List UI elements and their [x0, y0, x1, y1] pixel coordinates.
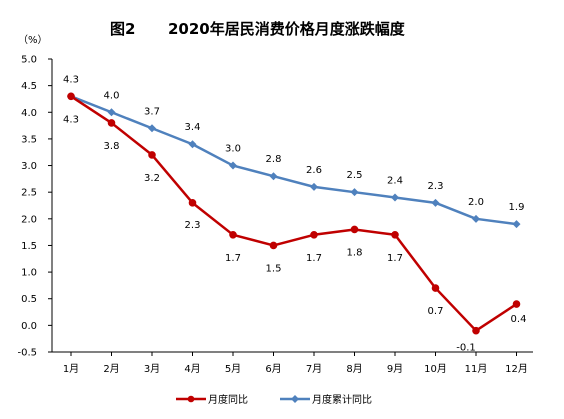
- data-point-monthly-yoy: [67, 92, 75, 101]
- data-label-cumulative-yoy: 2.3: [428, 181, 444, 192]
- data-label-cumulative-yoy: 2.8: [266, 154, 282, 165]
- data-label-monthly-yoy: 2.3: [185, 220, 201, 231]
- series-line-monthly-yoy: [70, 95, 518, 332]
- data-point-monthly-yoy: [391, 231, 399, 239]
- data-label-cumulative-yoy: 3.7: [144, 106, 160, 117]
- y-tick-label: 2.0: [21, 214, 37, 225]
- data-point-cumulative-yoy: [107, 108, 116, 117]
- data-point-cumulative-yoy: [269, 172, 278, 181]
- data-label-monthly-yoy: -0.1: [456, 343, 476, 354]
- x-tick-label: 7月: [306, 363, 322, 375]
- data-point-monthly-yoy: [107, 119, 116, 127]
- data-point-cumulative-yoy: [472, 214, 480, 223]
- data-point-monthly-yoy: [188, 199, 197, 207]
- x-tick-label: 4月: [184, 363, 200, 375]
- y-tick-label: 4.0: [21, 108, 37, 119]
- y-tick-label: 1.5: [21, 241, 37, 252]
- data-label-monthly-yoy: 1.8: [347, 247, 363, 258]
- data-point-cumulative-yoy: [148, 124, 156, 133]
- legend: 月度同比 月度累计同比: [176, 393, 372, 406]
- x-tick-label: 10月: [424, 363, 447, 375]
- data-point-monthly-yoy: [148, 151, 156, 159]
- data-labels: 4.3 3.8 3.2 2.3 1.7 1.5 1.7 1.8 1.7 0.7 -0.1 0.4 4.3…: [63, 74, 526, 353]
- x-tick-label: 3月: [144, 363, 160, 375]
- x-tick-label: 5月: [225, 363, 241, 375]
- data-label-cumulative-yoy: 3.4: [185, 122, 201, 133]
- x-tick-label: 2月: [103, 363, 119, 375]
- y-tick-label: 5.0: [21, 55, 37, 66]
- data-label-cumulative-yoy: 2.5: [347, 170, 363, 181]
- axes-group: 5.0 4.5 4.0 3.5 3.0 2.5 2.0 1.5 1.0 0.5 0.0 -0.5 1月 2…: [17, 55, 533, 375]
- data-label-cumulative-yoy: 2.6: [306, 165, 322, 176]
- data-label-monthly-yoy: 1.7: [225, 253, 241, 264]
- chart-title-prefix: 图2: [110, 20, 135, 38]
- data-label-monthly-yoy: 1.7: [387, 253, 403, 264]
- x-tick-label: 12月: [505, 363, 528, 375]
- data-point-cumulative-yoy: [188, 140, 197, 149]
- chart-title: 2020年居民消费价格月度涨跌幅度: [168, 20, 406, 38]
- x-tick-label: 6月: [265, 363, 281, 375]
- x-tick-label: 8月: [346, 363, 362, 375]
- y-tick-label: 1.0: [21, 268, 37, 279]
- data-label-cumulative-yoy: 4.3: [63, 74, 79, 85]
- data-point-cumulative-yoy: [431, 198, 440, 207]
- data-label-monthly-yoy: 1.7: [306, 253, 322, 264]
- data-label-monthly-yoy: 3.2: [144, 173, 160, 184]
- series-line-cumulative-yoy: [70, 95, 517, 226]
- data-point-monthly-yoy: [269, 241, 278, 250]
- x-tick-label: 9月: [387, 363, 403, 375]
- series-markers: [67, 92, 521, 335]
- legend-marker-cumulative-yoy: [291, 395, 299, 403]
- y-tick-label: 0.5: [21, 294, 37, 305]
- data-label-monthly-yoy: 0.4: [511, 314, 527, 325]
- data-label-cumulative-yoy: 4.0: [104, 90, 120, 101]
- data-label-cumulative-yoy: 3.0: [225, 144, 241, 155]
- data-point-cumulative-yoy: [350, 188, 359, 197]
- data-point-cumulative-yoy: [391, 193, 399, 202]
- data-point-monthly-yoy: [350, 225, 359, 234]
- data-label-monthly-yoy: 4.3: [63, 114, 79, 125]
- data-point-monthly-yoy: [512, 300, 521, 308]
- data-point-monthly-yoy: [310, 231, 318, 239]
- y-tick-label: 2.5: [21, 188, 37, 199]
- y-tick-label: 0.0: [21, 321, 37, 332]
- data-label-cumulative-yoy: 2.0: [468, 197, 484, 208]
- y-tick-label: 4.5: [21, 81, 37, 92]
- y-tick-label: -0.5: [17, 348, 37, 359]
- data-point-cumulative-yoy: [310, 182, 318, 191]
- x-tick-label: 11月: [465, 363, 488, 375]
- data-label-monthly-yoy: 1.5: [266, 263, 282, 274]
- y-tick-label: 3.0: [21, 161, 37, 172]
- y-tick-label: 3.5: [21, 134, 37, 145]
- legend-label-cumulative-yoy: 月度累计同比: [312, 393, 372, 406]
- legend-label-monthly-yoy: 月度同比: [208, 393, 248, 406]
- data-point-monthly-yoy: [431, 284, 440, 292]
- data-label-cumulative-yoy: 1.9: [509, 202, 525, 213]
- data-point-monthly-yoy: [472, 326, 480, 335]
- data-point-cumulative-yoy: [229, 161, 237, 170]
- data-label-monthly-yoy: 3.8: [104, 141, 120, 152]
- legend-marker-monthly-yoy: [187, 395, 195, 403]
- data-point-monthly-yoy: [229, 231, 237, 239]
- data-point-cumulative-yoy: [512, 220, 521, 229]
- data-label-cumulative-yoy: 2.4: [387, 176, 403, 187]
- data-label-monthly-yoy: 0.7: [428, 306, 444, 317]
- series-lines: [70, 95, 518, 332]
- y-axis-unit-label: （%）: [18, 34, 48, 46]
- x-tick-label: 1月: [63, 363, 79, 375]
